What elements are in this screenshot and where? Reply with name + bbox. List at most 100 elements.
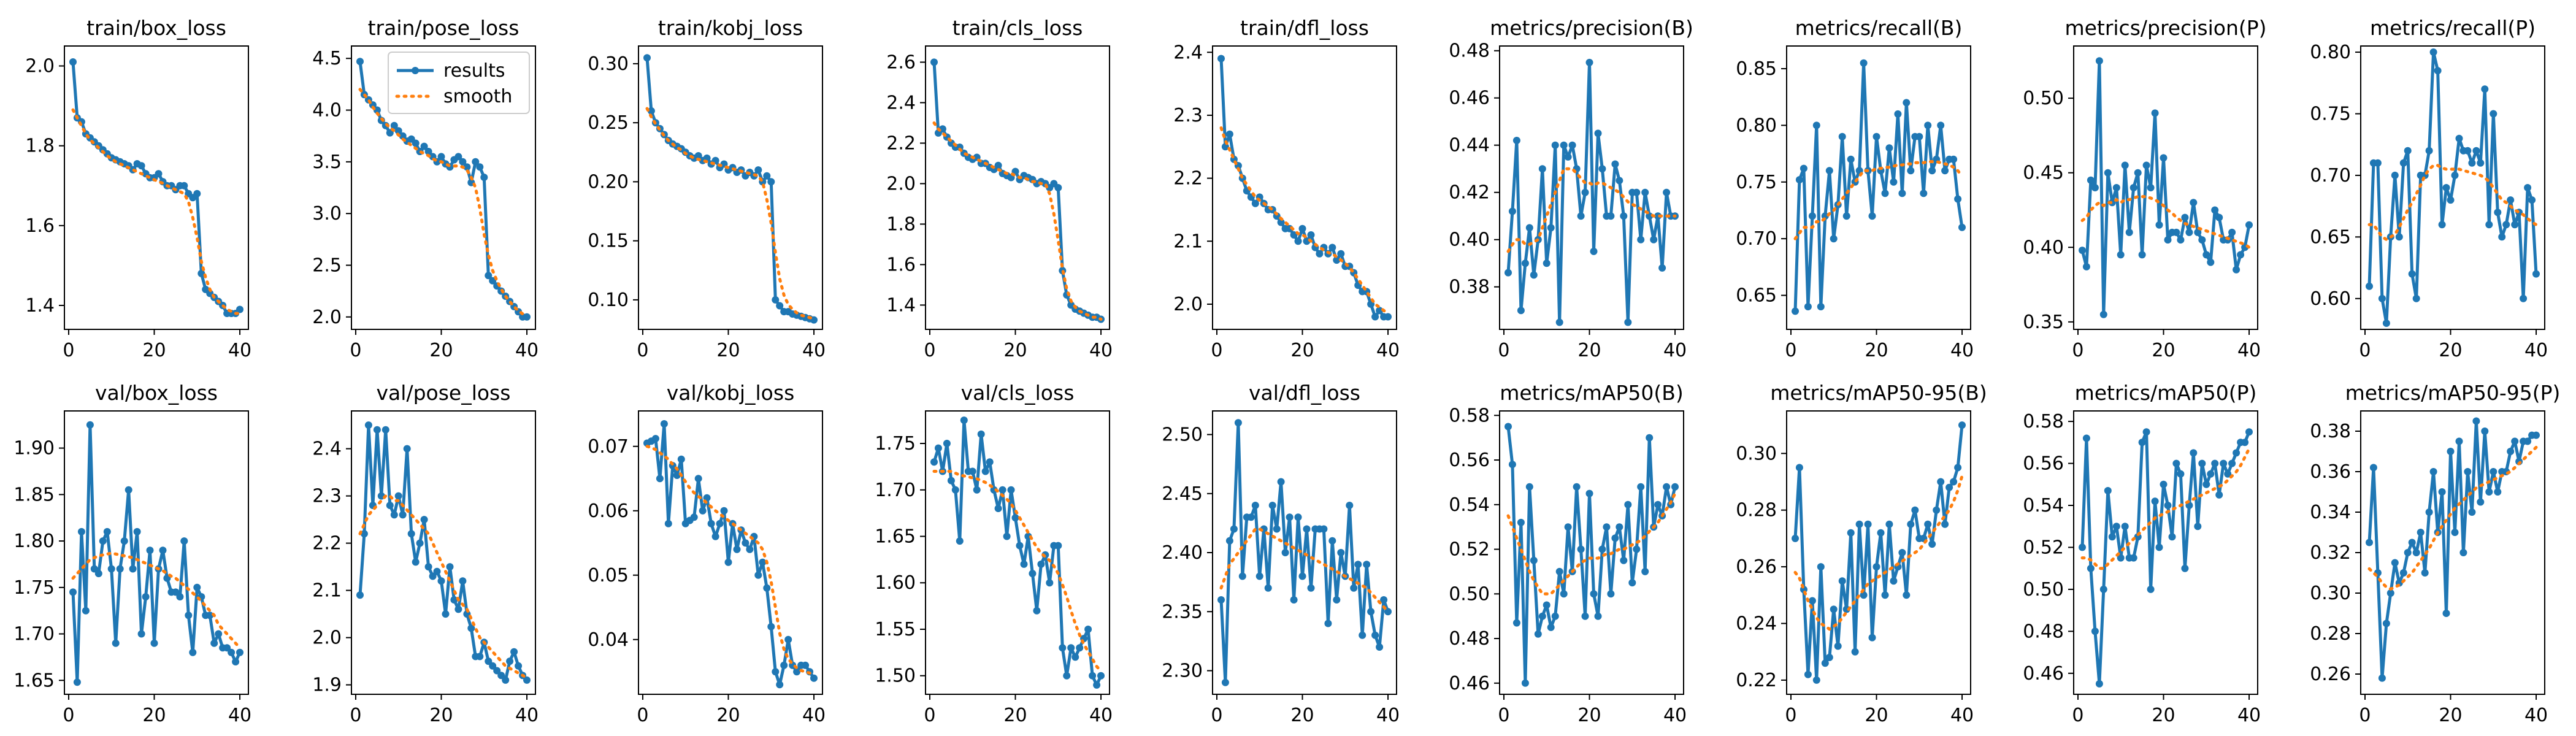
- data-point: [420, 142, 428, 150]
- data-point: [1277, 478, 1285, 486]
- x-tick-label: 0: [1785, 705, 1796, 726]
- data-point: [2511, 221, 2519, 229]
- x-tick-label: 0: [1785, 340, 1796, 361]
- y-tick-label: 2.40: [1162, 542, 1203, 564]
- plot-frame: [925, 45, 1110, 330]
- data-point: [176, 593, 184, 600]
- y-tick-label: 0.80: [1736, 115, 1777, 136]
- series-line-results: [2080, 430, 2251, 686]
- data-point: [86, 421, 94, 429]
- data-point: [2181, 564, 2189, 572]
- data-point: [1264, 584, 1272, 592]
- data-point: [930, 58, 938, 66]
- data-point: [1547, 224, 1555, 232]
- data-point: [1384, 608, 1392, 616]
- data-point: [707, 519, 715, 527]
- data-point: [69, 588, 77, 596]
- panel-metrics-map50-95-p: metrics/mAP50-95(P) 0.26 0.28 0.30 0.32 0.34 0…: [2310, 381, 2560, 726]
- data-point: [1294, 513, 1302, 521]
- plot-frame: [2073, 410, 2258, 695]
- data-point: [1945, 483, 1953, 491]
- data-point: [1663, 188, 1671, 196]
- y-tick-label: 2.45: [1162, 483, 1203, 505]
- data-point: [1016, 542, 1024, 550]
- data-point: [502, 676, 510, 684]
- data-point: [960, 416, 968, 424]
- data-point: [2117, 251, 2125, 259]
- data-point: [459, 158, 467, 166]
- data-point: [2160, 154, 2168, 162]
- data-point: [1346, 502, 1354, 509]
- data-point: [2241, 439, 2249, 447]
- data-point: [1911, 506, 1919, 514]
- data-point: [2507, 196, 2515, 204]
- data-point: [2378, 294, 2386, 302]
- y-tick-label: 1.4: [886, 294, 916, 316]
- series-line-smooth: [2080, 447, 2251, 570]
- series-line-results: [646, 422, 816, 686]
- data-point: [1029, 570, 1037, 578]
- data-point: [1954, 464, 1962, 472]
- data-point: [2374, 159, 2382, 167]
- data-point: [2202, 251, 2210, 259]
- data-point: [2408, 539, 2416, 546]
- panel-title: metrics/precision(B): [1490, 16, 1693, 40]
- data-point: [1941, 520, 1949, 528]
- data-point: [1230, 525, 1238, 533]
- x-tick-label: 0: [2072, 340, 2083, 361]
- data-point: [1958, 223, 1966, 231]
- data-point: [1508, 461, 1516, 469]
- data-point: [416, 539, 424, 547]
- data-point: [720, 507, 728, 515]
- y-tick-label: 1.80: [13, 531, 55, 552]
- series-line-smooth: [2367, 445, 2538, 591]
- data-point: [2228, 228, 2236, 236]
- data-point: [172, 588, 180, 596]
- y-tick-label: 2.5: [312, 255, 342, 276]
- data-point: [2181, 213, 2189, 221]
- y-tick-label: 1.50: [875, 665, 916, 687]
- data-point: [1054, 184, 1062, 191]
- data-point: [2498, 233, 2506, 241]
- data-point: [2207, 258, 2215, 266]
- y-tick-label: 0.30: [2310, 583, 2351, 604]
- series-line-smooth: [1219, 126, 1390, 315]
- x-tick-label: 20: [2152, 705, 2175, 726]
- data-point: [1590, 247, 1598, 255]
- data-point: [1551, 612, 1559, 620]
- data-point: [2198, 459, 2206, 467]
- data-point: [1898, 190, 1906, 197]
- data-point: [1217, 55, 1225, 63]
- data-point: [1286, 513, 1294, 521]
- y-tick-label: 0.58: [2023, 411, 2064, 432]
- data-point: [772, 296, 780, 304]
- x-tick-label: 20: [429, 705, 453, 726]
- data-point: [2095, 57, 2103, 65]
- panel-train-kobj-loss: train/kobj_loss 0.10 0.15 0.20 0.25 0.30 0 20 40: [588, 16, 826, 361]
- y-tick-label: 0.07: [588, 436, 629, 458]
- y-tick-label: 0.46: [1449, 673, 1490, 694]
- x-tick-label: 40: [1376, 340, 1400, 361]
- legend-marker: [412, 67, 419, 74]
- y-tick-label: 1.65: [875, 526, 916, 547]
- data-point: [2160, 480, 2168, 488]
- data-point: [2087, 564, 2095, 572]
- data-point: [1821, 659, 1829, 667]
- data-point: [215, 630, 223, 638]
- x-tick-label: 20: [2152, 340, 2175, 361]
- data-point: [2451, 529, 2459, 536]
- data-point: [968, 467, 976, 475]
- data-point: [1225, 130, 1233, 138]
- y-tick-label: 0.52: [2023, 537, 2064, 558]
- y-tick-label: 0.52: [1449, 539, 1490, 561]
- y-tick-label: 0.85: [1736, 58, 1777, 80]
- data-point: [1581, 188, 1589, 196]
- data-point: [763, 584, 771, 592]
- panel-val-cls-loss: val/cls_loss 1.50 1.55 1.60 1.65 1.70 1.75 0 20 4…: [875, 381, 1113, 726]
- series-line-results: [2367, 50, 2538, 325]
- data-point: [990, 486, 998, 494]
- data-point: [412, 558, 420, 566]
- y-tick-label: 3.0: [312, 203, 342, 224]
- data-point: [1298, 224, 1306, 232]
- data-point: [1817, 563, 1825, 571]
